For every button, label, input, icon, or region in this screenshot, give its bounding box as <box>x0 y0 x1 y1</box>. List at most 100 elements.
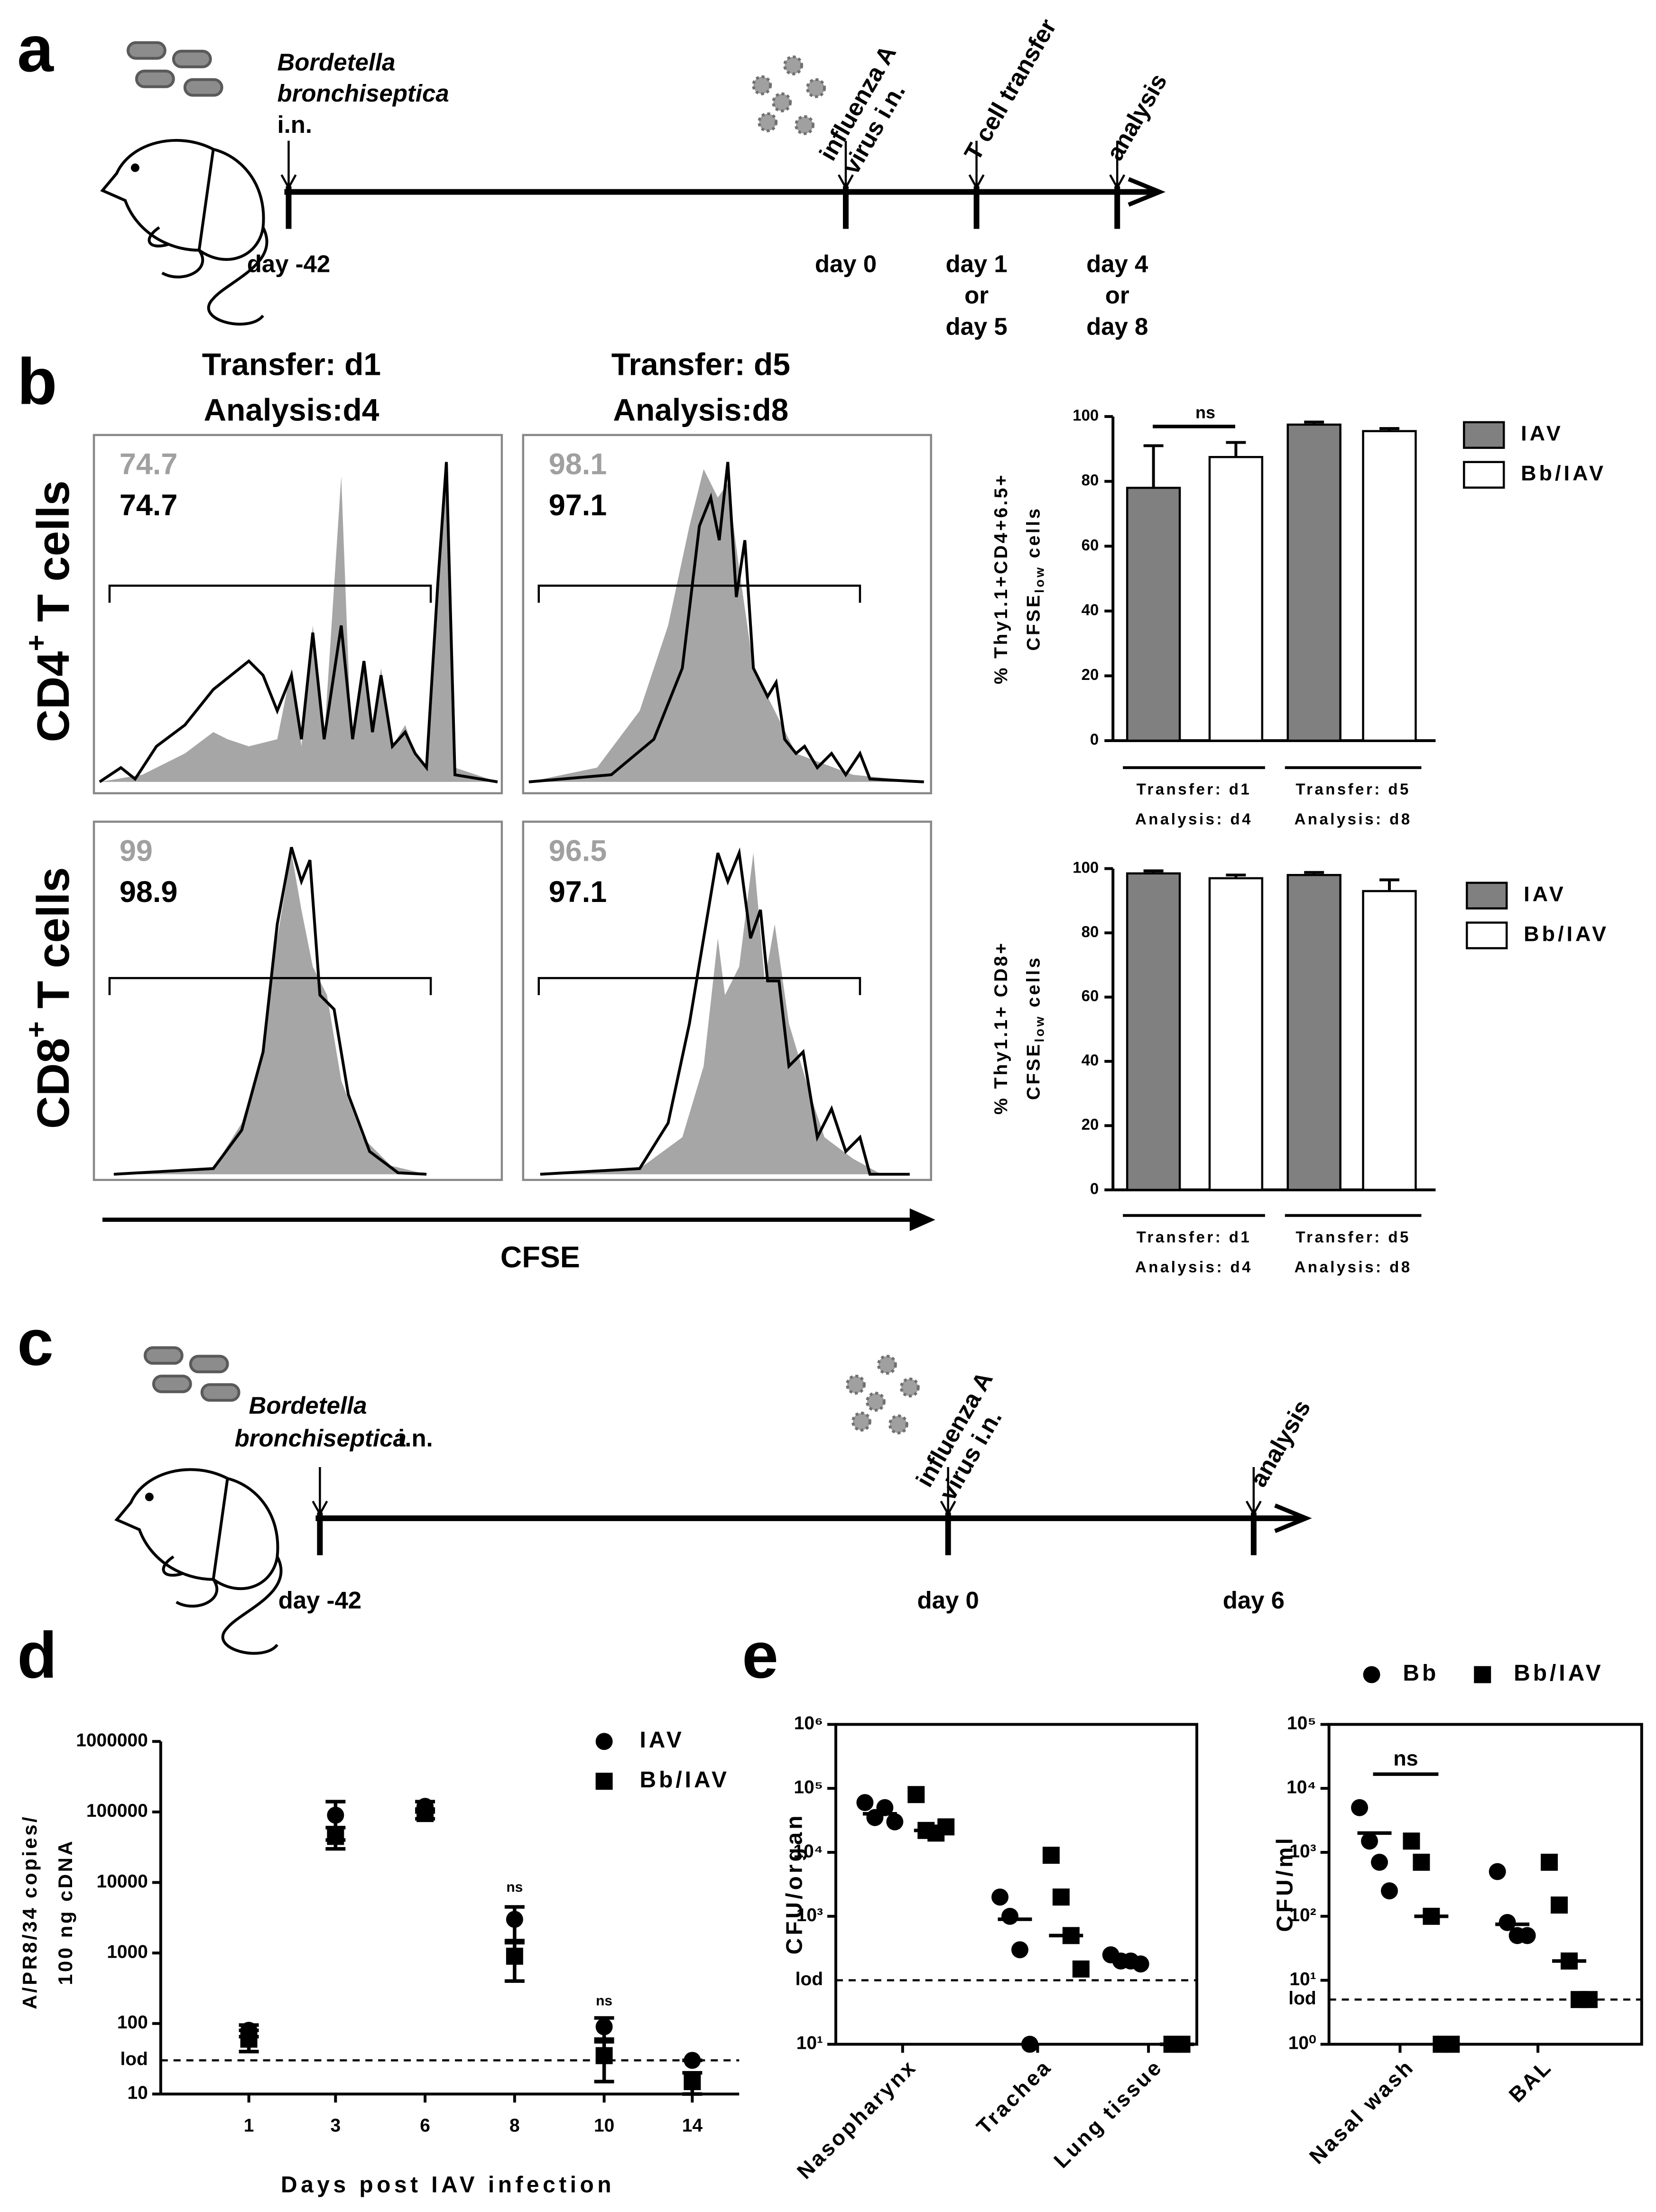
data-point <box>327 1806 344 1824</box>
y-tick-label: 10³ <box>1289 1841 1316 1861</box>
histogram-bb-iav <box>540 847 910 1176</box>
row-label-name: CD4 <box>28 651 79 742</box>
plot-frame <box>1327 1723 1643 2046</box>
gate-bracket <box>537 977 861 995</box>
day-label: or <box>964 282 989 309</box>
agent-name: bronchiseptica <box>235 1425 407 1452</box>
route-label: i.n. <box>277 111 312 138</box>
x-group-label: Analysis: d4 <box>1135 810 1253 827</box>
data-point <box>1361 1832 1378 1850</box>
gate-value-bb-iav: 74.7 <box>120 489 177 522</box>
legend-label: Bb/IAV <box>1524 921 1609 946</box>
data-point <box>1413 1853 1430 1871</box>
agent-name: bronchiseptica <box>277 80 449 107</box>
bar <box>1208 877 1264 1191</box>
x-tick-label: Nasal wash <box>1304 2054 1419 2169</box>
y-axis-label: % Thy1.1+ CD8+ <box>991 941 1011 1115</box>
event-label: T cell transfer <box>959 14 1061 165</box>
plot-frame <box>834 1723 1198 2046</box>
x-tick-label: 10 <box>594 2116 614 2136</box>
event-arrowhead <box>312 1500 328 1516</box>
y-tick-label: 1000 <box>107 1942 148 1962</box>
row-label: CD4+ T cells <box>20 480 79 742</box>
y-axis-label: % Thy1.1+CD4+6.5+ <box>991 473 1011 684</box>
event-arrowhead <box>1109 174 1126 190</box>
data-point <box>1499 1914 1516 1931</box>
bar <box>1362 890 1417 1191</box>
legend-swatch <box>1466 882 1508 910</box>
y-tick-label: 10000 <box>97 1871 148 1892</box>
threshold-label: lod <box>796 1969 823 1989</box>
x-group-label: Analysis: d4 <box>1135 1258 1253 1275</box>
day-label: day 8 <box>1086 313 1148 340</box>
panel-label: d <box>17 1619 57 1692</box>
x-axis-label: Days post IAV infection <box>281 2173 615 2198</box>
y-tick-label: 100000 <box>86 1801 148 1821</box>
event-arrowhead <box>280 174 297 190</box>
y-tick-label: 20 <box>1082 666 1099 683</box>
event-arrowhead <box>940 1500 956 1516</box>
day-label: day 0 <box>815 251 877 278</box>
y-axis-label: CFU/organ <box>782 1812 807 1954</box>
row-label-rest: T cells <box>28 480 79 634</box>
day-label: day 0 <box>917 1587 979 1614</box>
gate-value-bb-iav: 97.1 <box>549 875 607 909</box>
y-tick-label: 10⁴ <box>793 1841 823 1861</box>
bar <box>1126 486 1181 742</box>
event-label: analysis <box>1245 1395 1316 1492</box>
row-label-sup: + <box>20 634 52 651</box>
y-tick-label: 0 <box>1090 731 1099 748</box>
x-tick-label: 1 <box>244 2116 254 2136</box>
gate-value-iav: 99 <box>120 834 153 867</box>
y-tick-label: 20 <box>1082 1115 1099 1133</box>
y-tick-label: 40 <box>1082 1051 1099 1069</box>
y-tick-label: 10¹ <box>796 2033 823 2054</box>
legend-label: Bb/IAV <box>1514 1661 1603 1686</box>
data-point <box>907 1786 925 1803</box>
x-group-label: Transfer: d1 <box>1137 781 1251 798</box>
gate-value-iav: 98.1 <box>549 447 607 481</box>
y-tick-label: 10⁶ <box>794 1713 823 1734</box>
data-point <box>684 2073 701 2091</box>
data-point <box>991 1888 1009 1906</box>
x-tick-label: BAL <box>1504 2054 1557 2107</box>
bar <box>1286 423 1341 742</box>
data-point <box>327 1828 344 1845</box>
data-point <box>1072 1960 1090 1978</box>
day-label: day -42 <box>247 251 331 278</box>
data-point <box>1001 1907 1018 1925</box>
x-group-label: Transfer: d5 <box>1295 1228 1410 1245</box>
x-group-label: Transfer: d1 <box>1137 1228 1251 1245</box>
y-tick-label: 0 <box>1090 1180 1099 1197</box>
y-tick-label: 60 <box>1082 987 1099 1004</box>
x-tick-label: 3 <box>331 2116 341 2136</box>
histogram-bb-iav <box>99 462 498 783</box>
data-point <box>1052 1888 1070 1906</box>
y-axis-label: CFSElow cells <box>1024 956 1047 1100</box>
column-header: Analysis:d8 <box>613 392 788 427</box>
bar <box>1126 872 1181 1191</box>
x-tick-label: 8 <box>509 2116 520 2136</box>
y-axis-label-rest: cells <box>1024 956 1044 1007</box>
data-point <box>856 1794 874 1812</box>
day-label: day 6 <box>1223 1587 1285 1614</box>
y-tick-label: 80 <box>1082 471 1099 489</box>
panel-label: b <box>17 345 57 418</box>
data-point <box>1042 1847 1060 1864</box>
data-point <box>1580 1991 1598 2008</box>
event-arrowhead <box>968 174 985 190</box>
route-label: i.n. <box>398 1425 433 1452</box>
cfse-label: CFSE <box>500 1241 580 1274</box>
significance-label: ns <box>506 1879 523 1895</box>
bar <box>1208 456 1264 742</box>
data-point <box>1541 1853 1558 1871</box>
histogram-iav <box>528 469 924 782</box>
y-tick-label: 100 <box>117 2012 148 2033</box>
gate-bracket <box>108 977 432 995</box>
panel-label: e <box>742 1619 778 1692</box>
y-axis-label: CFU/ml <box>1272 1835 1297 1932</box>
day-label: day 4 <box>1086 251 1148 278</box>
column-header: Transfer: d5 <box>611 346 790 381</box>
day-label: or <box>1105 282 1129 309</box>
